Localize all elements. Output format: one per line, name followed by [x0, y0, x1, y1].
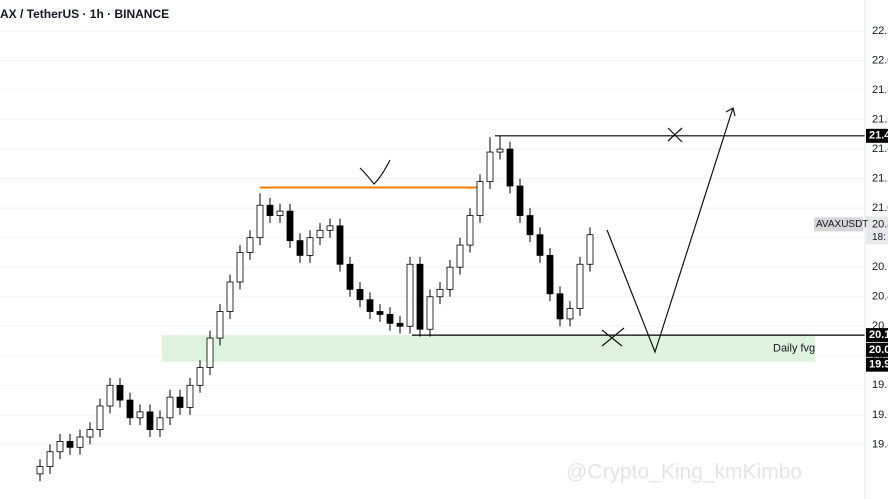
axis-marker-label: 19.94	[869, 359, 888, 371]
candle-body	[256, 204, 264, 239]
candle-body	[526, 215, 534, 236]
y-tick-label: 19.4	[872, 438, 888, 450]
candle-body	[66, 441, 74, 448]
y-tick-label: 20.6	[872, 261, 888, 273]
y-tick-label: 21.6	[872, 113, 888, 125]
candle-body	[156, 417, 164, 431]
candle-body	[386, 314, 394, 324]
candles	[36, 135, 594, 482]
candle-body	[436, 288, 444, 298]
candle-body	[346, 263, 354, 290]
countdown: 18:	[872, 232, 886, 243]
candle-body	[176, 396, 184, 408]
candle-body	[76, 436, 84, 448]
candle-body	[116, 384, 124, 401]
candle-body	[356, 288, 364, 301]
candle-body	[366, 299, 374, 312]
candle-body	[476, 181, 484, 216]
candle-body	[166, 396, 174, 419]
candle-body	[426, 296, 434, 330]
candle-body	[456, 244, 464, 268]
level-lines	[260, 135, 865, 336]
y-tick-label: 21.4	[872, 143, 888, 155]
candle-body	[586, 234, 594, 265]
candle-body	[36, 466, 44, 475]
y-tick-label: 19.6	[872, 409, 888, 421]
candle-body	[226, 281, 234, 312]
y-tick-label: 22.0	[872, 54, 888, 66]
candle-body	[296, 240, 304, 256]
last-price-box	[866, 216, 888, 245]
last-price-name-box	[814, 217, 863, 232]
arrow-head	[725, 107, 736, 117]
candle-body	[556, 293, 564, 320]
y-tick-label: 21.2	[872, 173, 888, 185]
candle-body	[196, 367, 204, 386]
candle-body	[486, 151, 494, 182]
candle-body	[186, 384, 194, 408]
candle-body	[446, 266, 454, 290]
candle-body	[266, 204, 274, 216]
candle-body	[516, 185, 524, 216]
candle-body	[496, 148, 504, 153]
axis-marker-label: 20.04	[869, 344, 888, 356]
drawings	[359, 107, 736, 354]
y-tick-label: 22.2	[872, 25, 888, 37]
candle-body	[286, 210, 294, 242]
check-mark	[359, 159, 391, 185]
candle-body	[126, 399, 134, 419]
x-mark	[601, 327, 625, 347]
candle-body	[316, 229, 324, 239]
candle-body	[236, 252, 244, 283]
chart-title: AX / TetherUS · 1h · BINANCE	[0, 7, 169, 21]
fvg-box	[162, 335, 815, 362]
candle-body	[326, 225, 334, 231]
axis-marker-label: 21.49	[869, 130, 888, 142]
y-tick-label: 21.0	[872, 202, 888, 214]
candle-body	[506, 148, 514, 187]
axis-marker-box	[866, 128, 888, 143]
candle-body	[216, 311, 224, 339]
candle-body	[406, 263, 414, 327]
candle-body	[46, 451, 54, 467]
x-mark	[667, 127, 683, 143]
candle-body	[306, 237, 314, 256]
fvg-zone: Daily fvg	[162, 335, 815, 362]
candle-body	[276, 210, 284, 216]
last-price-name: AVAXUSDT	[816, 219, 868, 230]
candle-body	[136, 411, 144, 419]
y-tick-label: 19.8	[872, 379, 888, 391]
candle-body	[96, 405, 104, 431]
y-tick-label: 20.4	[872, 291, 888, 303]
candle-body	[106, 384, 114, 407]
candle-body	[246, 237, 254, 253]
axis-marker-label: 20.14	[869, 329, 888, 341]
candle-body	[56, 441, 64, 453]
fvg-label: Daily fvg	[773, 342, 815, 354]
candle-body	[336, 225, 344, 265]
last-price-value: 20.89	[872, 218, 888, 230]
price-axis: 22.222.021.821.621.421.221.020.820.620.4…	[814, 25, 888, 450]
candle-body	[566, 308, 574, 320]
candle-body	[576, 263, 584, 309]
candle-body	[536, 234, 544, 256]
candle-body	[416, 263, 424, 330]
candle-body	[466, 215, 474, 246]
candle-body	[146, 411, 154, 431]
candle-body	[396, 322, 404, 327]
axis-marker-box	[866, 357, 888, 372]
axis-marker-box	[866, 342, 888, 357]
projection-path	[606, 107, 734, 354]
axis-marker-box	[866, 328, 888, 343]
y-tick-label: 21.8	[872, 84, 888, 96]
watermark: @Crypto_King_kmKimbo	[566, 461, 802, 484]
grid	[0, 30, 865, 445]
candle-body	[206, 337, 214, 369]
candle-body	[376, 311, 384, 315]
candle-body	[546, 255, 554, 295]
candle-body	[86, 429, 94, 438]
